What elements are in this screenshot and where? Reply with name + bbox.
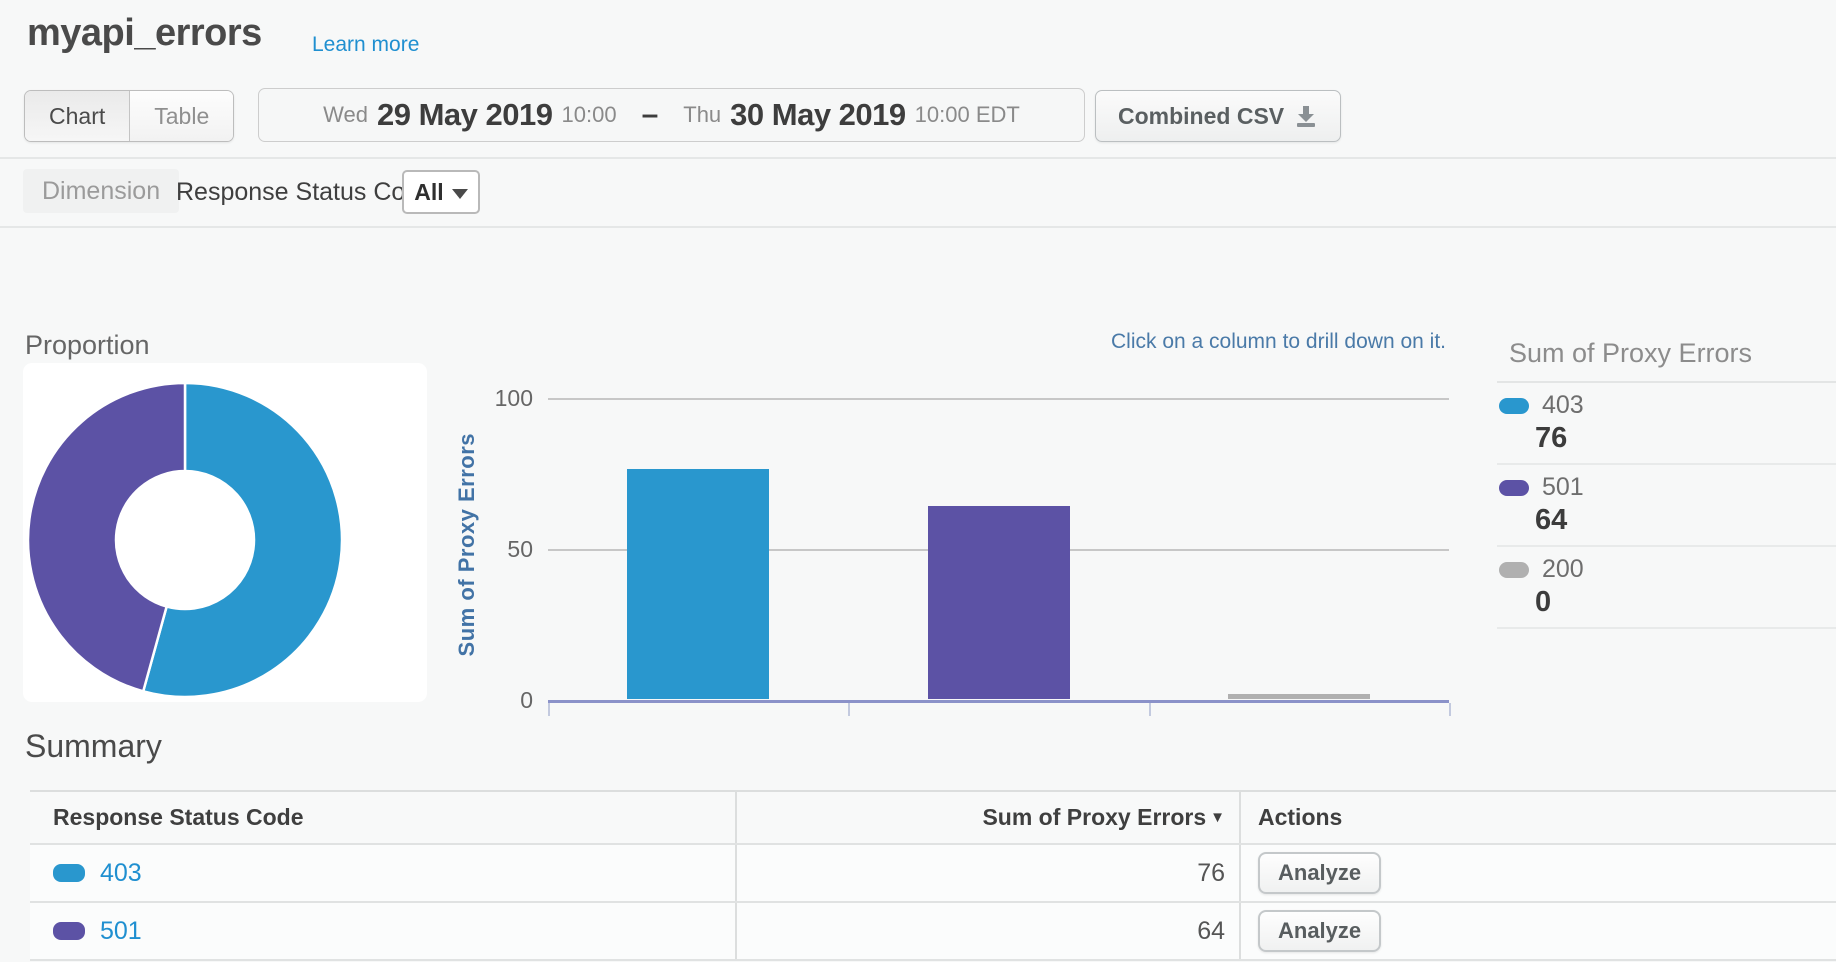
legend-title: Sum of Proxy Errors bbox=[1497, 338, 1836, 383]
analyze-button-501[interactable]: Analyze bbox=[1258, 910, 1382, 952]
table-row-403: 403 76 Analyze bbox=[30, 845, 1836, 903]
tab-table[interactable]: Table bbox=[130, 91, 234, 141]
legend-swatch-200 bbox=[1499, 561, 1529, 578]
end-day: Thu bbox=[683, 102, 722, 127]
legend-swatch-501 bbox=[1499, 479, 1529, 496]
combined-csv-label: Combined CSV bbox=[1118, 102, 1285, 129]
row-swatch-403 bbox=[53, 864, 85, 882]
summary-table-header: Response Status Code Sum of Proxy Errors… bbox=[30, 792, 1836, 845]
summary-table: Response Status Code Sum of Proxy Errors… bbox=[30, 790, 1836, 961]
tab-chart[interactable]: Chart bbox=[25, 91, 131, 141]
legend-value: 76 bbox=[1535, 422, 1568, 454]
dimension-filter-value: All bbox=[414, 178, 444, 205]
legend-label: 200 bbox=[1542, 555, 1584, 583]
dimension-chip: Dimension bbox=[23, 169, 180, 213]
proportion-donut-chart[interactable] bbox=[23, 363, 427, 702]
end-time: 10:00 EDT bbox=[914, 102, 1020, 127]
start-day: Wed bbox=[323, 102, 369, 127]
start-date: 29 May 2019 bbox=[377, 97, 553, 132]
bar-column-501[interactable] bbox=[927, 505, 1070, 699]
end-date: 30 May 2019 bbox=[730, 97, 906, 132]
bar-column-403[interactable] bbox=[627, 469, 770, 699]
legend-value: 64 bbox=[1535, 504, 1568, 536]
x-axis-tick bbox=[1148, 703, 1151, 716]
legend-label: 403 bbox=[1542, 391, 1584, 419]
chevron-down-icon bbox=[451, 188, 468, 199]
x-axis-tick bbox=[848, 703, 851, 716]
table-row-501: 501 64 Analyze bbox=[30, 903, 1836, 961]
dimension-filter-dropdown[interactable]: All bbox=[402, 170, 480, 214]
summary-title: Summary bbox=[25, 728, 162, 764]
donut-segment-403[interactable] bbox=[141, 382, 343, 698]
y-tick-label-0: 0 bbox=[520, 687, 533, 713]
column-header-response-status-code: Response Status Code bbox=[53, 804, 304, 830]
y-tick-label-50: 50 bbox=[507, 536, 533, 562]
legend-item-403: 403 76 bbox=[1497, 383, 1836, 465]
divider-top bbox=[0, 157, 1836, 159]
analyze-button-403[interactable]: Analyze bbox=[1258, 852, 1382, 894]
sort-desc-icon: ▼ bbox=[1210, 809, 1225, 826]
drilldown-hint: Click on a column to drill down on it. bbox=[1111, 330, 1446, 353]
date-range-separator: – bbox=[641, 98, 659, 131]
status-code-link-501[interactable]: 501 bbox=[100, 916, 142, 945]
column-header-actions: Actions bbox=[1258, 804, 1343, 830]
bar-chart-plot[interactable] bbox=[548, 398, 1449, 700]
combined-csv-button[interactable]: Combined CSV bbox=[1095, 90, 1342, 142]
legend-items: 403 76 501 64 200 0 bbox=[1497, 383, 1836, 629]
learn-more-link[interactable]: Learn more bbox=[312, 33, 420, 56]
page-title: myapi_errors bbox=[27, 12, 262, 54]
legend-item-501: 501 64 bbox=[1497, 465, 1836, 547]
start-time: 10:00 bbox=[561, 102, 617, 127]
download-icon bbox=[1297, 106, 1316, 127]
x-axis-tick bbox=[1449, 703, 1451, 716]
proxy-errors-value: 64 bbox=[1197, 916, 1225, 945]
gridline-100 bbox=[548, 398, 1449, 400]
summary-table-body: 403 76 Analyze 501 64 Analyze bbox=[30, 845, 1836, 961]
legend-value: 0 bbox=[1535, 586, 1552, 618]
legend-label: 501 bbox=[1542, 473, 1584, 501]
view-toggle: Chart Table bbox=[24, 90, 235, 142]
donut-segment-501[interactable] bbox=[27, 382, 187, 693]
bar-chart-x-axis bbox=[548, 700, 1449, 703]
bar-column-200[interactable] bbox=[1227, 694, 1370, 699]
divider-dimension bbox=[0, 226, 1836, 228]
y-tick-label-100: 100 bbox=[494, 385, 533, 411]
chart-legend: Sum of Proxy Errors 403 76 501 64 200 0 bbox=[1497, 338, 1836, 629]
status-code-link-403[interactable]: 403 bbox=[100, 858, 142, 887]
legend-item-200: 200 0 bbox=[1497, 547, 1836, 629]
legend-swatch-403 bbox=[1499, 397, 1529, 414]
row-swatch-501 bbox=[53, 922, 85, 940]
proxy-errors-value: 76 bbox=[1197, 858, 1225, 887]
dimension-name: Response Status Code bbox=[176, 178, 434, 206]
column-header-sum-of-proxy-errors[interactable]: Sum of Proxy Errors ▼ bbox=[735, 792, 1239, 843]
donut-svg[interactable] bbox=[27, 382, 343, 698]
date-range-picker[interactable]: Wed 29 May 2019 10:00 – Thu 30 May 2019 … bbox=[258, 88, 1085, 142]
x-axis-tick bbox=[548, 703, 550, 716]
proportion-title: Proportion bbox=[25, 330, 150, 360]
